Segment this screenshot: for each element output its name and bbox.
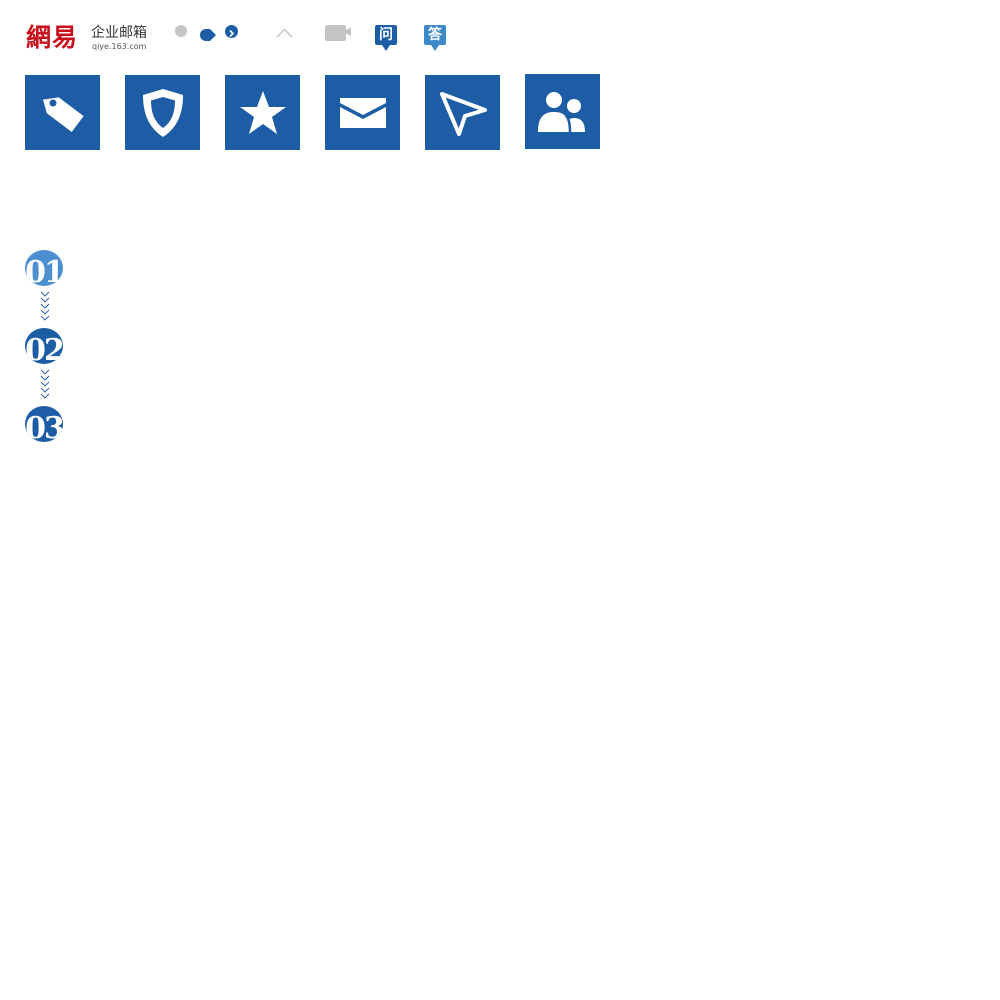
users-tile[interactable] [525,74,600,149]
logo-title: 企业邮箱 [91,25,147,41]
logo-domain: qiye.163.com [92,42,147,51]
blue-tag-dot-icon [200,26,216,41]
caret-up-icon[interactable] [276,24,293,38]
logo-brand: 網易 [26,23,79,52]
step-number: 01 [25,250,63,286]
down-chevrons-icon [39,369,51,401]
star-icon [239,90,286,134]
chevron-right-circle-icon[interactable] [225,25,238,38]
users-icon [537,91,585,132]
ask-badge[interactable]: 问 [375,25,397,51]
tag-tile[interactable] [25,75,100,150]
shield-icon [142,88,183,137]
step-number: 03 [25,406,63,442]
shield-tile[interactable] [125,75,200,150]
send-tile[interactable] [425,75,500,150]
netease-logo: 網易 企业邮箱 qiye.163.com [26,23,156,55]
answer-badge[interactable]: 答 [424,25,446,51]
send-icon [439,91,487,136]
grey-dot-icon [175,25,187,37]
video-camera-icon[interactable] [325,25,352,41]
step-number: 02 [25,328,63,364]
tag-icon [42,96,84,132]
mail-icon [339,97,386,128]
star-tile[interactable] [225,75,300,150]
down-chevrons-icon [39,291,51,323]
mail-tile[interactable] [325,75,400,150]
